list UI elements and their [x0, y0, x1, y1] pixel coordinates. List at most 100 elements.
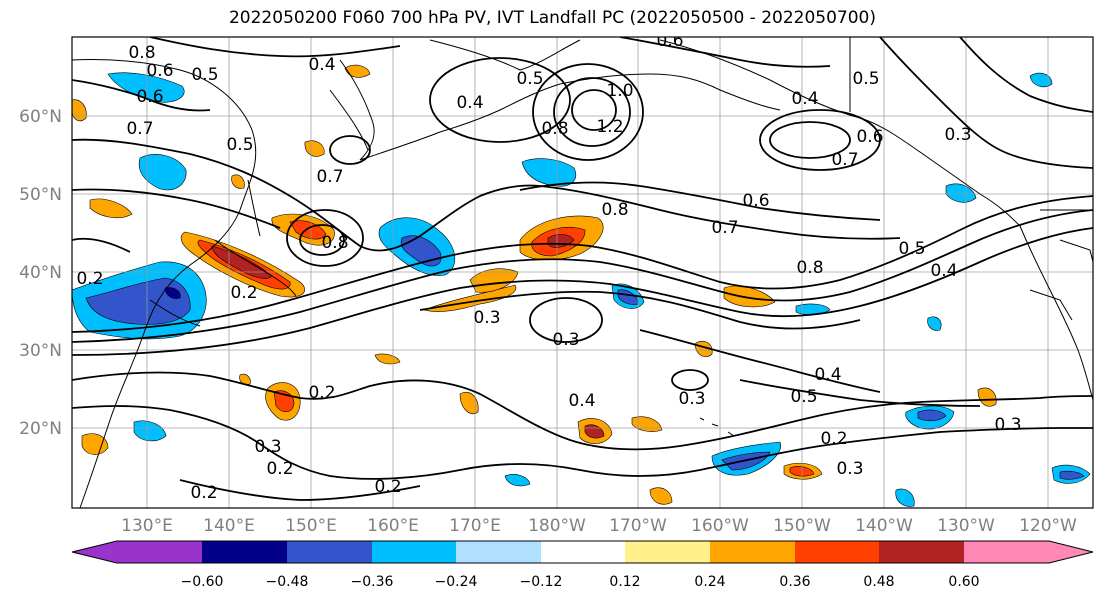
contour-label: 1.0: [606, 81, 633, 101]
shade-blob: [72, 99, 87, 122]
contour-label: 0.2: [230, 283, 257, 303]
contour-label: 0.7: [831, 150, 858, 170]
shade-blob: [504, 474, 531, 487]
latitude-labels: 60°N 50°N 40°N 30°N 20°N: [19, 107, 62, 439]
colorbar-segment: [372, 541, 456, 563]
shade-blob: [304, 140, 325, 157]
contour-label: 0.6: [742, 191, 769, 211]
lon-label: 130°E: [121, 516, 173, 536]
colorbar-segment: [202, 541, 287, 563]
lat-label: 60°N: [19, 107, 62, 127]
contour-label: 0.7: [711, 218, 738, 238]
lon-label: 140°E: [203, 516, 255, 536]
shade-blob: [927, 316, 942, 331]
colorbar-segment: [964, 541, 1049, 563]
contour-label: 0.4: [791, 89, 818, 109]
colorbar-segment: [117, 541, 202, 563]
lat-label: 50°N: [19, 185, 62, 205]
shade-blob: [400, 235, 442, 267]
shade-blob: [895, 488, 915, 507]
shade-blob: [945, 183, 977, 203]
shade-blob: [211, 245, 273, 279]
lat-label: 40°N: [19, 263, 62, 283]
contour-label: 0.2: [374, 477, 401, 497]
colorbar-tick-label: 0.60: [948, 574, 979, 590]
shade-blob: [917, 409, 947, 422]
contour-label: 0.4: [930, 261, 957, 281]
lon-label: 160°W: [691, 516, 749, 536]
lon-label: 170°W: [609, 516, 667, 536]
contour-label: 0.6: [856, 127, 883, 147]
contour-label: 0.8: [128, 43, 155, 63]
contour-label: 0.2: [76, 269, 103, 289]
shade-blob: [1059, 470, 1085, 480]
colorbar-ticks: −0.60 −0.48 −0.36 −0.24 −0.12 0.12 0.24 …: [181, 574, 980, 590]
contour-labels: 0.8 0.6 0.5 0.4 0.6 0.7 0.8 0.5 0.7 0.2 …: [76, 37, 1021, 503]
shade-blob: [649, 487, 673, 505]
contour-label: 0.6: [146, 61, 173, 81]
contour-label: 0.4: [308, 55, 335, 75]
shade-blob: [138, 154, 187, 191]
contour-label: 0.3: [944, 125, 971, 145]
contour-label: 0.5: [226, 135, 253, 155]
colorbar-segment: [879, 541, 964, 563]
lon-label: 140°W: [855, 516, 913, 536]
lon-label: 180°W: [528, 516, 586, 536]
contour-label: 0.8: [601, 200, 628, 220]
contour-label: 1.2: [596, 117, 623, 137]
colorbar-segment: [710, 541, 795, 563]
lon-label: 170°E: [449, 516, 501, 536]
contour-label: 0.2: [266, 459, 293, 479]
colorbar-segment: [625, 541, 710, 563]
shade-blob: [133, 420, 167, 442]
contour-label: 0.8: [796, 258, 823, 278]
lon-label: 130°W: [937, 516, 995, 536]
contour-label: 0.3: [473, 308, 500, 328]
colorbar-outline: [71, 540, 1094, 564]
contour-label: 0.7: [126, 119, 153, 139]
contour-label: 0.3: [254, 437, 281, 457]
colorbar-tick-label: −0.24: [435, 574, 478, 590]
colorbar-segment: [541, 541, 625, 563]
contour-label: 0.5: [898, 239, 925, 259]
contour-label: 0.4: [814, 365, 841, 385]
colorbar-segment: [72, 541, 117, 563]
contour-label: 0.5: [790, 387, 817, 407]
colorbar-tick-label: −0.12: [520, 574, 563, 590]
contour-label: 0.7: [316, 167, 343, 187]
colorbar-tick-label: −0.36: [351, 574, 394, 590]
contour-label: 0.5: [516, 69, 543, 89]
shade-blob: [459, 392, 479, 414]
shade-blob: [81, 433, 109, 455]
contour-label: 0.2: [308, 383, 335, 403]
contour-label: 0.5: [852, 69, 879, 89]
contour-label: 0.4: [456, 93, 483, 113]
colorbar-tick-label: 0.12: [609, 574, 640, 590]
contour-label: 0.8: [541, 119, 568, 139]
contour-label: 0.3: [552, 330, 579, 350]
colorbar-segment: [795, 541, 879, 563]
colorbar-tick-label: 0.36: [779, 574, 810, 590]
contour-label: 0.2: [190, 483, 217, 503]
contour-label: 0.4: [568, 391, 595, 411]
contour-label: 0.2: [820, 429, 847, 449]
longitude-labels: 130°E 140°E 150°E 160°E 170°E 180°W 170°…: [121, 516, 1077, 536]
colorbar-segment: [1049, 541, 1093, 563]
graticule: [72, 37, 1093, 508]
lon-label: 150°W: [773, 516, 831, 536]
lon-label: 150°E: [285, 516, 337, 536]
shade-blob: [374, 353, 401, 365]
colorbar-tick-label: 0.48: [863, 574, 894, 590]
shade-blob: [164, 287, 181, 299]
colorbar-segment: [456, 541, 541, 563]
lat-label: 30°N: [19, 341, 62, 361]
map-frame: [71, 36, 1094, 509]
contour-label: 0.6: [136, 87, 163, 107]
colorbar-tick-label: −0.48: [266, 574, 309, 590]
colorbar-tick-label: −0.60: [181, 574, 224, 590]
contour-label: 0.3: [836, 459, 863, 479]
lon-label: 160°E: [367, 516, 419, 536]
contour-label: 0.8: [321, 233, 348, 253]
contour-label: 0.3: [994, 415, 1021, 435]
